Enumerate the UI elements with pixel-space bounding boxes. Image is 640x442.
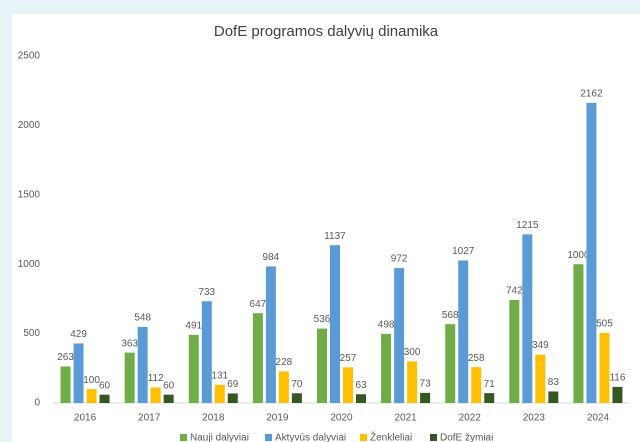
- data-label: 1137: [324, 231, 346, 242]
- bar: [265, 266, 276, 403]
- y-tick-label: 2000: [18, 120, 41, 131]
- bar: [535, 354, 546, 403]
- data-label: 70: [291, 379, 303, 390]
- data-label: 228: [276, 357, 293, 368]
- data-label: 984: [263, 252, 280, 263]
- data-label: 2162: [580, 89, 603, 100]
- bar: [509, 300, 520, 403]
- data-label: 300: [404, 347, 421, 358]
- bar: [291, 393, 302, 403]
- data-label: 548: [134, 313, 151, 324]
- data-label: 1000: [567, 250, 590, 261]
- x-tick-label: 2018: [202, 413, 225, 424]
- data-label: 263: [57, 352, 74, 363]
- data-label: 429: [70, 329, 87, 340]
- legend-swatch: [180, 434, 187, 441]
- bar: [201, 301, 212, 403]
- data-label: 258: [468, 353, 485, 364]
- legend-label: Ženkleliai: [370, 431, 412, 442]
- bar: [252, 313, 263, 403]
- bar: [188, 334, 199, 403]
- data-label: 733: [198, 287, 215, 298]
- bar: [227, 393, 238, 403]
- bar: [548, 391, 559, 403]
- data-label: 69: [227, 379, 239, 390]
- bar: [381, 333, 392, 403]
- data-label: 71: [484, 379, 496, 390]
- data-label: 112: [148, 373, 164, 384]
- bar: [330, 245, 340, 403]
- data-label: 349: [532, 340, 549, 351]
- y-tick-label: 2500: [18, 51, 41, 62]
- data-label: 972: [391, 254, 408, 265]
- bar: [484, 393, 495, 403]
- bar: [60, 366, 71, 403]
- data-label: 1027: [452, 246, 475, 257]
- bar: [394, 268, 405, 403]
- x-tick-label: 2023: [523, 413, 546, 424]
- bar: [214, 384, 225, 403]
- data-label: 116: [609, 373, 625, 384]
- data-label: 647: [250, 299, 267, 310]
- x-tick-label: 2024: [587, 413, 610, 424]
- data-label: 491: [185, 320, 202, 331]
- y-tick-label: 500: [23, 328, 40, 339]
- bar: [407, 361, 418, 403]
- data-label: 83: [548, 377, 560, 388]
- x-tick-label: 2017: [138, 413, 161, 424]
- legend-label: Aktyvūs dalyviai: [275, 433, 346, 442]
- bar: [420, 392, 431, 403]
- bar: [150, 387, 161, 403]
- bar: [356, 394, 366, 403]
- bar: [343, 367, 353, 403]
- bar: [612, 386, 623, 403]
- data-label: 568: [442, 310, 459, 321]
- y-tick-label: 1500: [18, 189, 41, 200]
- bar: [137, 326, 148, 403]
- bar: [445, 324, 456, 403]
- data-label: 505: [596, 319, 613, 330]
- x-tick-label: 2022: [459, 413, 482, 424]
- y-tick-label: 0: [34, 398, 40, 409]
- legend-label: Nauji dalyviai: [190, 433, 249, 442]
- data-label: 1215: [516, 220, 539, 231]
- bar: [522, 234, 533, 403]
- bar: [124, 352, 135, 403]
- legend-swatch: [360, 434, 367, 441]
- bar: [278, 371, 289, 403]
- bar: [163, 394, 174, 403]
- bar: [86, 389, 97, 403]
- data-label: 60: [163, 380, 175, 391]
- x-tick-label: 2020: [330, 413, 353, 424]
- data-label: 742: [506, 286, 523, 297]
- data-label: 100: [83, 375, 100, 386]
- x-tick-label: 2019: [266, 413, 289, 424]
- bar: [586, 102, 597, 403]
- x-tick-label: 2021: [394, 413, 417, 424]
- data-label: 63: [355, 380, 367, 391]
- bar: [458, 260, 469, 403]
- legend-swatch: [265, 434, 272, 441]
- chart-title: DofE programos dalyvių dinamika: [214, 23, 439, 40]
- data-label: 536: [314, 314, 331, 325]
- bar: [471, 367, 482, 403]
- data-label: 363: [121, 338, 138, 349]
- x-tick-label: 2016: [74, 413, 97, 424]
- data-label: 257: [340, 353, 357, 364]
- data-label: 60: [99, 380, 111, 391]
- legend-swatch: [430, 434, 437, 441]
- data-label: 131: [211, 370, 228, 381]
- bar: [573, 264, 584, 403]
- bar: [599, 332, 610, 403]
- bar: [73, 343, 84, 403]
- data-label: 73: [420, 379, 432, 390]
- legend-label: DofE žymiai: [440, 433, 493, 442]
- data-label: 498: [378, 320, 395, 331]
- bar: [317, 328, 327, 403]
- bar: [99, 394, 110, 403]
- y-tick-label: 1000: [18, 259, 41, 270]
